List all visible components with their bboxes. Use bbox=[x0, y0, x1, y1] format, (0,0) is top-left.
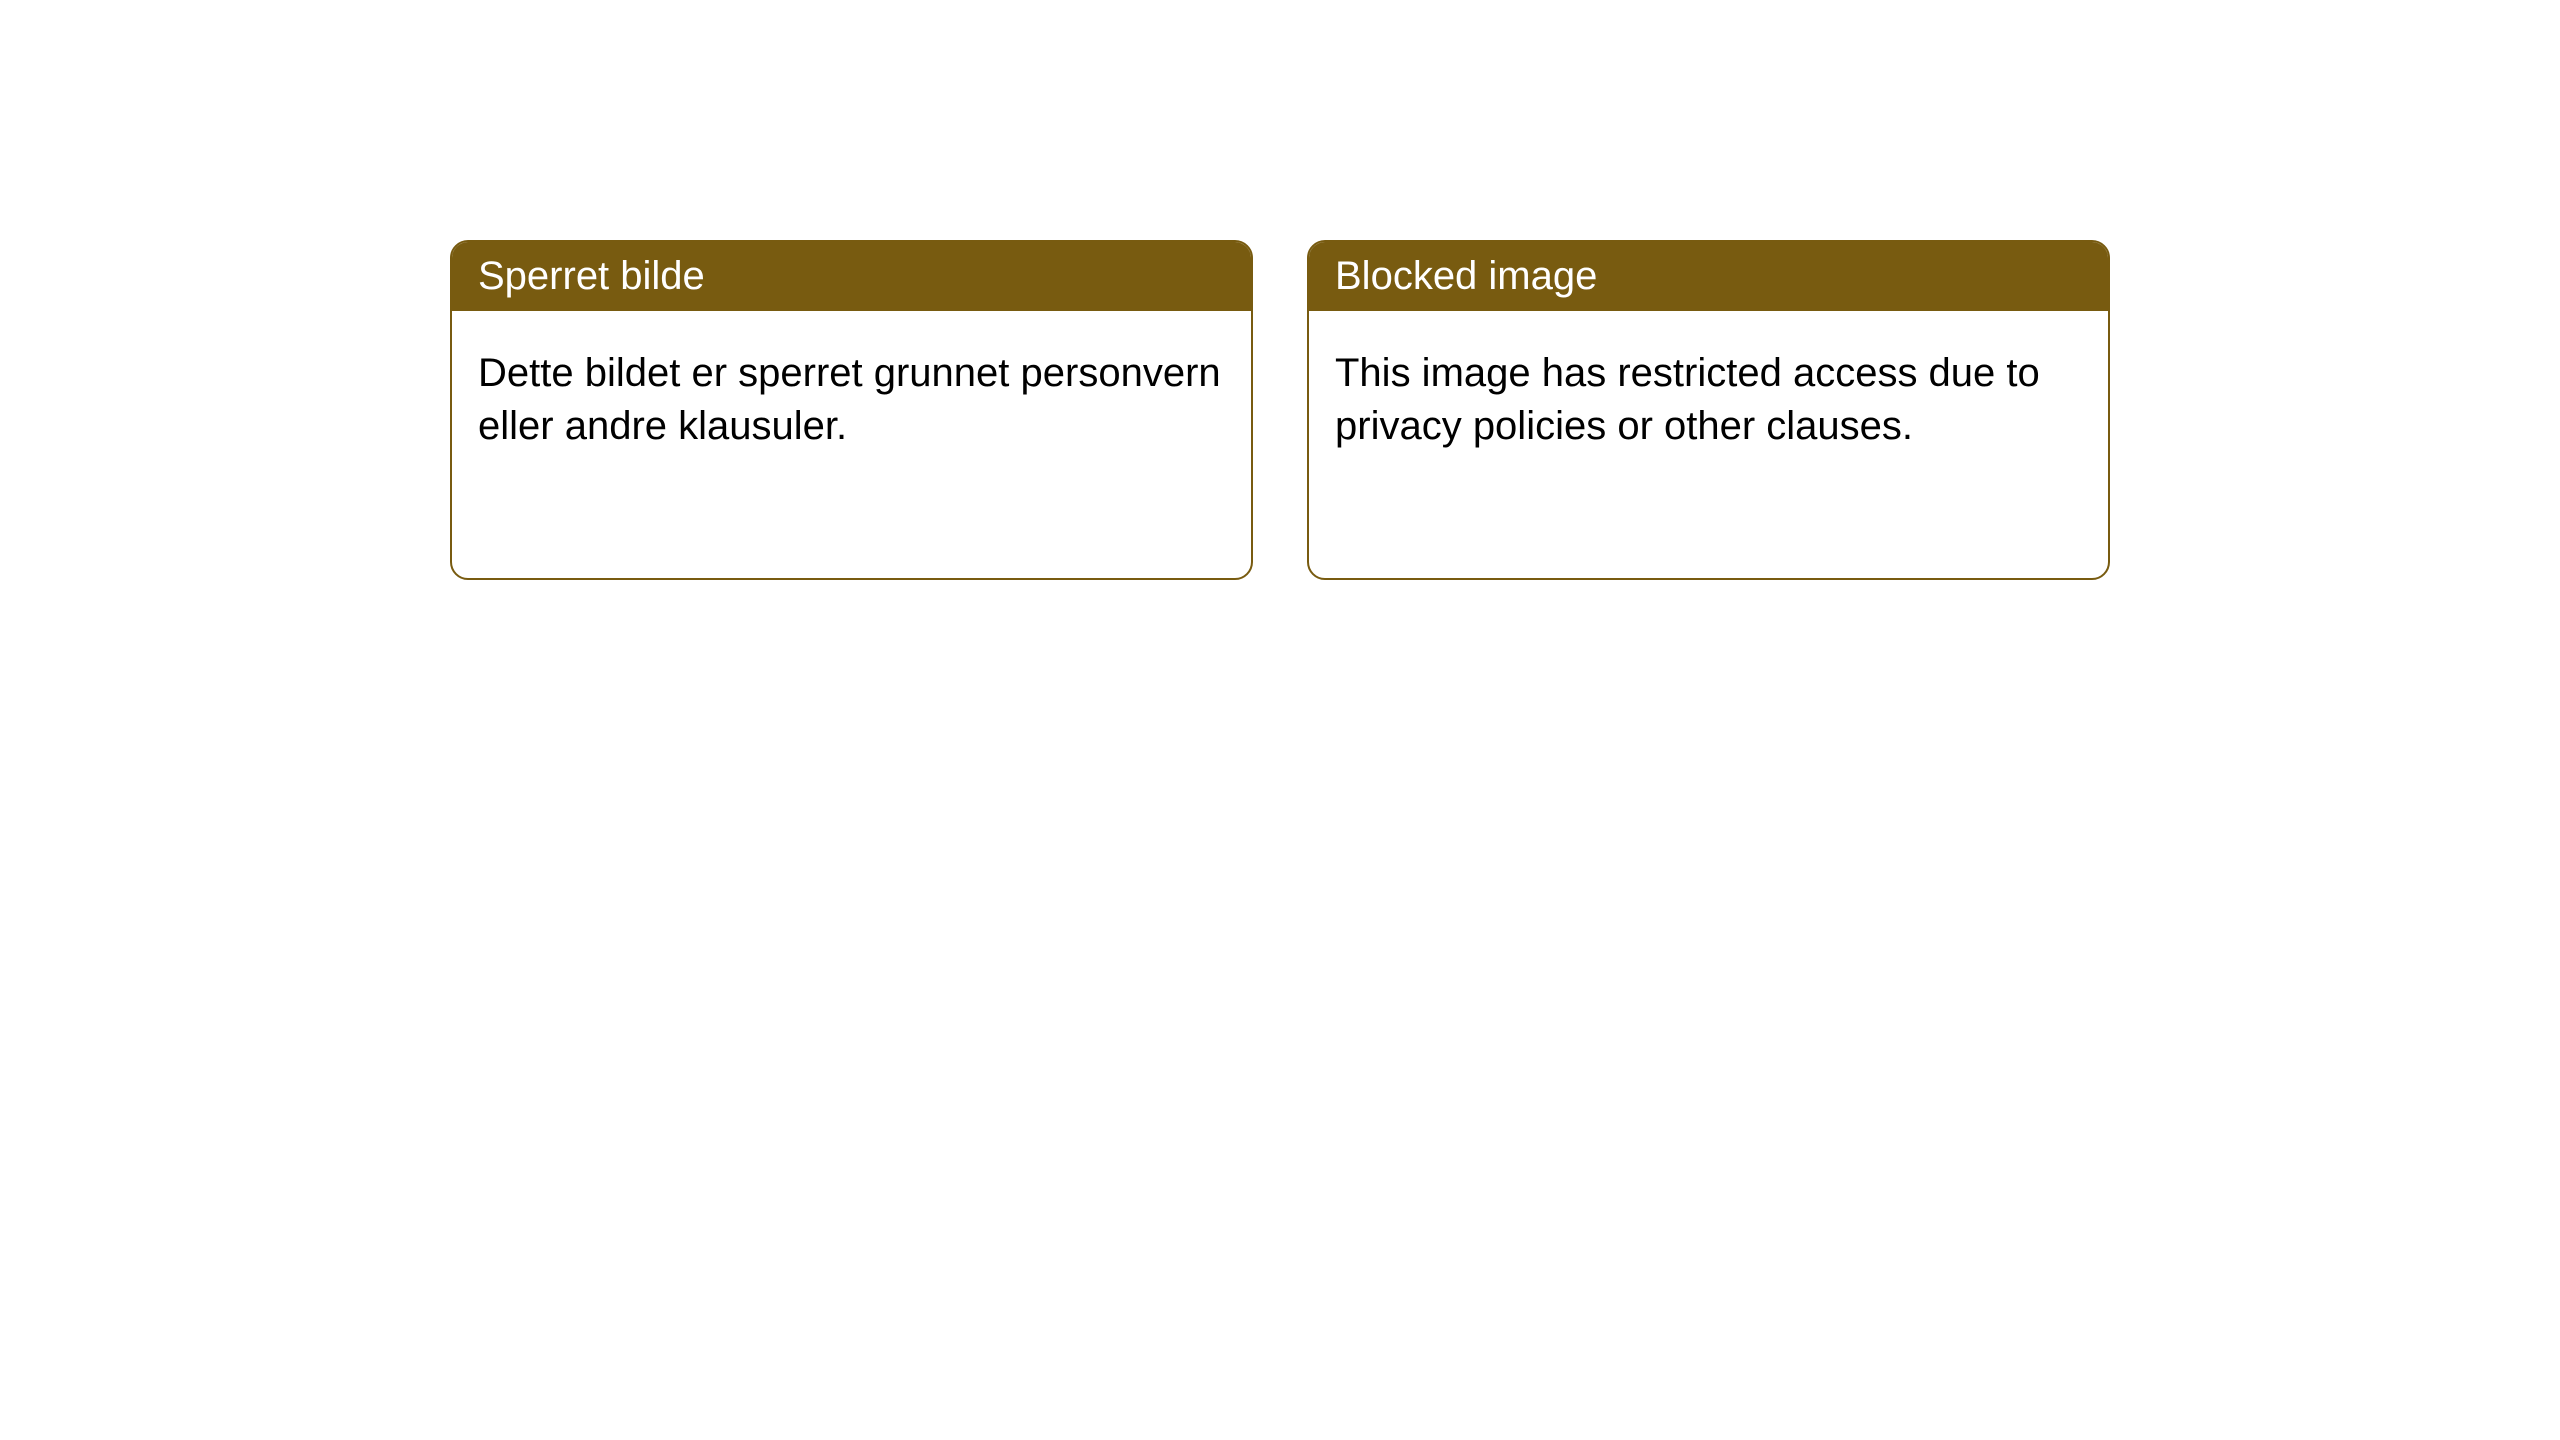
notice-header-en: Blocked image bbox=[1309, 242, 2108, 311]
blocked-image-notice-container: Sperret bilde Dette bildet er sperret gr… bbox=[450, 240, 2110, 580]
notice-card-nb: Sperret bilde Dette bildet er sperret gr… bbox=[450, 240, 1253, 580]
notice-header-nb: Sperret bilde bbox=[452, 242, 1251, 311]
notice-body-en: This image has restricted access due to … bbox=[1309, 311, 2108, 489]
notice-card-en: Blocked image This image has restricted … bbox=[1307, 240, 2110, 580]
notice-body-nb: Dette bildet er sperret grunnet personve… bbox=[452, 311, 1251, 489]
